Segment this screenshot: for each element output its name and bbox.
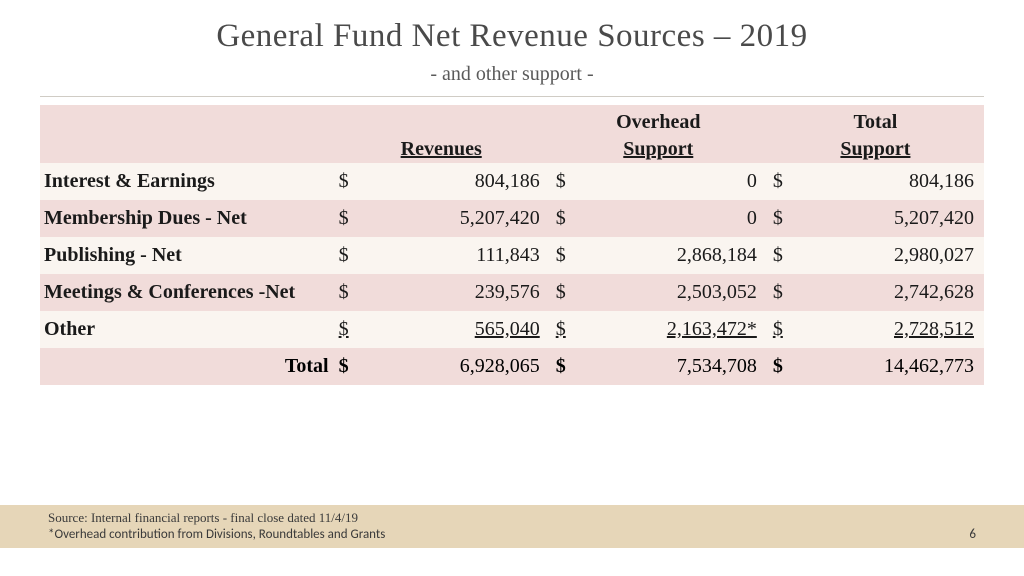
row-label: Membership Dues - Net (40, 200, 333, 237)
row-label: Other (40, 311, 333, 348)
currency-icon: $ (333, 274, 366, 311)
row-revenues: 804,186 (366, 163, 550, 200)
col-overhead-top: Overhead (550, 105, 767, 134)
row-revenues: 239,576 (366, 274, 550, 311)
row-overhead: 0 (583, 163, 767, 200)
revenue-table: Overhead Total Revenues Support Support … (40, 105, 984, 385)
total-label: Total (40, 348, 333, 385)
row-label: Publishing - Net (40, 237, 333, 274)
table-row: Interest & Earnings$804,186$0$804,186 (40, 163, 984, 200)
table-row: Publishing - Net$111,843$2,868,184$2,980… (40, 237, 984, 274)
currency-icon: $ (767, 237, 800, 274)
page-number: 6 (969, 527, 976, 544)
row-total: 2,980,027 (800, 237, 984, 274)
currency-icon: $ (767, 348, 800, 385)
table-total-row: Total $ 6,928,065 $ 7,534,708 $ 14,462,7… (40, 348, 984, 385)
title-divider (40, 96, 984, 97)
currency-icon: $ (550, 274, 583, 311)
total-overhead: 7,534,708 (583, 348, 767, 385)
currency-icon: $ (550, 311, 583, 348)
row-label: Interest & Earnings (40, 163, 333, 200)
currency-icon: $ (550, 163, 583, 200)
footer-bar: Source: Internal financial reports - fin… (0, 505, 1024, 548)
table-row: Meetings & Conferences -Net$239,576$2,50… (40, 274, 984, 311)
col-revenues-top (333, 105, 550, 134)
col-total-top: Total (767, 105, 984, 134)
row-overhead: 2,163,472* (583, 311, 767, 348)
row-revenues: 5,207,420 (366, 200, 550, 237)
row-overhead: 2,503,052 (583, 274, 767, 311)
page-subtitle: - and other support - (0, 63, 1024, 86)
row-total: 2,728,512 (800, 311, 984, 348)
currency-icon: $ (333, 311, 366, 348)
row-overhead: 2,868,184 (583, 237, 767, 274)
currency-icon: $ (767, 163, 800, 200)
total-total: 14,462,773 (800, 348, 984, 385)
total-revenues: 6,928,065 (366, 348, 550, 385)
col-label-top (40, 105, 333, 134)
row-total: 804,186 (800, 163, 984, 200)
currency-icon: $ (550, 237, 583, 274)
footer-note: *Overhead contribution from Divisions, R… (48, 526, 385, 544)
currency-icon: $ (333, 237, 366, 274)
footer-source: Source: Internal financial reports - fin… (48, 509, 385, 527)
page-title: General Fund Net Revenue Sources – 2019 (0, 18, 1024, 55)
row-revenues: 111,843 (366, 237, 550, 274)
col-label-bottom (40, 134, 333, 163)
col-total-bottom: Support (767, 134, 984, 163)
table-row: Other$565,040$2,163,472*$2,728,512 (40, 311, 984, 348)
currency-icon: $ (550, 348, 583, 385)
col-revenues-bottom: Revenues (333, 134, 550, 163)
row-revenues: 565,040 (366, 311, 550, 348)
currency-icon: $ (550, 200, 583, 237)
currency-icon: $ (767, 200, 800, 237)
currency-icon: $ (333, 200, 366, 237)
col-overhead-bottom: Support (550, 134, 767, 163)
currency-icon: $ (333, 348, 366, 385)
row-overhead: 0 (583, 200, 767, 237)
currency-icon: $ (333, 163, 366, 200)
row-total: 2,742,628 (800, 274, 984, 311)
row-total: 5,207,420 (800, 200, 984, 237)
row-label: Meetings & Conferences -Net (40, 274, 333, 311)
table-row: Membership Dues - Net$5,207,420$0$5,207,… (40, 200, 984, 237)
currency-icon: $ (767, 311, 800, 348)
currency-icon: $ (767, 274, 800, 311)
